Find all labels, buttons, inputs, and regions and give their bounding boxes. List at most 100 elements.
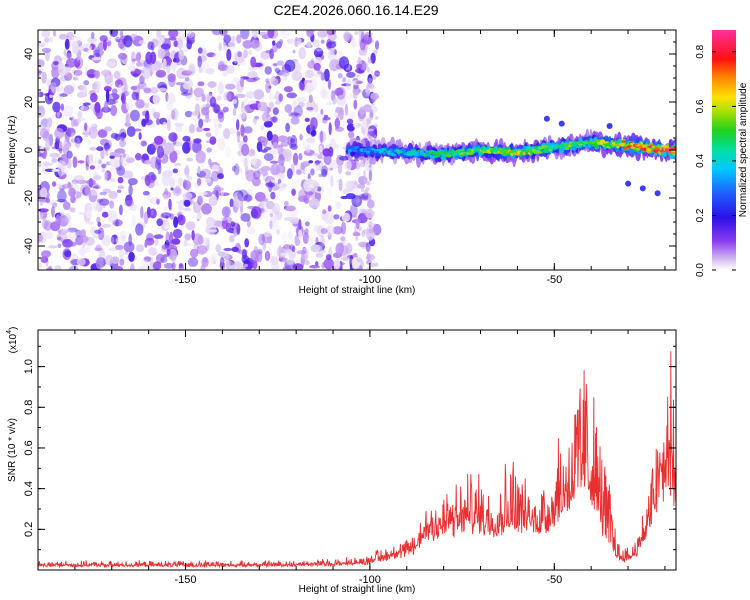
noise-blob	[278, 93, 283, 102]
noise-blob	[243, 194, 253, 202]
noise-blob	[99, 191, 107, 196]
noise-blob	[51, 157, 58, 163]
noise-blob	[112, 265, 123, 270]
noise-blob	[290, 138, 296, 143]
noise-blob	[318, 131, 327, 143]
noise-blob	[287, 38, 294, 45]
noise-blob	[276, 70, 284, 76]
noise-blob	[374, 124, 378, 128]
noise-blob	[367, 130, 376, 139]
noise-blob	[218, 111, 225, 123]
noise-blob	[361, 230, 366, 238]
noise-blob	[243, 49, 248, 59]
noise-blob	[297, 102, 306, 108]
noise-blob	[76, 258, 86, 266]
noise-blob	[357, 57, 362, 62]
noise-blob	[183, 44, 188, 54]
noise-blob	[359, 106, 366, 116]
noise-blob	[150, 38, 159, 48]
colorbar: 0.0 0.2 0.4 0.6 0.8 Normalized spectral ampl…	[695, 30, 749, 277]
noise-blob	[38, 262, 43, 269]
noise-blob	[274, 163, 284, 174]
noise-blob	[80, 229, 86, 238]
noise-blob	[203, 127, 211, 132]
noise-blob	[332, 226, 343, 235]
noise-blob	[77, 160, 85, 164]
noise-blob	[156, 30, 162, 39]
signal-blob	[532, 148, 537, 152]
noise-blob	[171, 238, 181, 245]
x-tick-label: -150	[174, 274, 196, 286]
noise-blob	[54, 265, 62, 270]
noise-blob	[253, 89, 265, 100]
noise-blob	[196, 245, 208, 255]
y-tick-label: 0.8	[23, 400, 35, 415]
noise-blob	[268, 85, 272, 89]
noise-blob	[124, 83, 128, 94]
noise-blob	[57, 229, 68, 235]
noise-blob	[119, 128, 127, 141]
noise-blob	[323, 114, 329, 119]
noise-blob	[39, 187, 48, 199]
noise-blob	[372, 223, 377, 226]
noise-blob	[308, 189, 312, 199]
noise-blob	[90, 226, 94, 234]
noise-blob	[213, 187, 225, 192]
noise-blob	[226, 260, 235, 270]
noise-blob	[57, 236, 62, 241]
noise-blob	[356, 183, 366, 189]
noise-blob	[113, 154, 123, 158]
noise-blob	[372, 223, 382, 236]
noise-blob	[223, 216, 233, 225]
noise-blob	[311, 73, 322, 77]
y-tick-label: 0.4	[23, 481, 35, 496]
noise-blob	[308, 198, 320, 209]
noise-blob	[362, 123, 367, 128]
noise-blob	[311, 129, 317, 137]
colorbar-tick-label: 0.6	[695, 99, 706, 113]
noise-blob	[271, 206, 278, 214]
noise-blob	[325, 225, 335, 236]
noise-blob	[298, 47, 307, 60]
noise-blob	[232, 61, 238, 66]
noise-blob	[128, 251, 135, 262]
noise-blob	[282, 244, 292, 251]
signal-blob	[646, 149, 652, 152]
noise-blob	[211, 164, 220, 172]
noise-blob	[260, 201, 266, 206]
noise-blob	[45, 197, 51, 203]
noise-blob	[193, 243, 199, 253]
spectrogram-y-label: Frequency (Hz)	[7, 116, 18, 185]
noise-blob	[272, 141, 278, 149]
signal-blob	[558, 120, 565, 127]
noise-blob	[292, 263, 304, 270]
noise-blob	[167, 73, 176, 83]
signal-blob	[677, 148, 681, 157]
noise-blob	[356, 60, 359, 64]
noise-blob	[60, 226, 69, 231]
noise-blob	[140, 140, 147, 147]
noise-blob	[334, 126, 345, 132]
noise-blob	[283, 248, 292, 254]
noise-blob	[82, 102, 91, 106]
noise-blob	[171, 254, 176, 264]
noise-blob	[369, 109, 374, 120]
signal-blob	[454, 154, 459, 161]
noise-blob	[242, 259, 251, 264]
noise-blob	[45, 50, 50, 62]
noise-blob	[39, 128, 50, 139]
noise-blob	[167, 175, 178, 185]
noise-blob	[92, 157, 103, 170]
noise-blob	[59, 93, 68, 97]
noise-blob	[239, 107, 247, 119]
snr-y-label: SNR (10 * v/v)	[7, 418, 18, 482]
noise-blob	[303, 228, 309, 235]
noise-blob	[309, 264, 320, 269]
noise-blob	[240, 124, 245, 137]
noise-blob	[261, 112, 271, 123]
noise-blob	[160, 43, 171, 50]
noise-blob	[316, 225, 325, 238]
noise-blob	[93, 175, 102, 181]
noise-blob	[363, 170, 366, 178]
noise-blob	[314, 49, 318, 57]
